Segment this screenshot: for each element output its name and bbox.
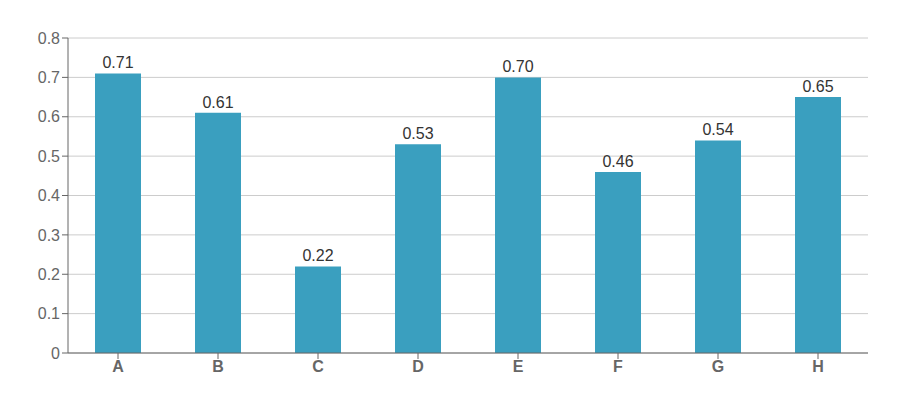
svg-text:A: A [112, 358, 124, 375]
svg-text:D: D [412, 358, 424, 375]
svg-text:0.53: 0.53 [402, 125, 433, 142]
svg-text:0.22: 0.22 [302, 247, 333, 264]
svg-text:0.8: 0.8 [38, 30, 60, 47]
svg-text:G: G [712, 358, 724, 375]
svg-text:0.54: 0.54 [702, 121, 733, 138]
svg-text:E: E [513, 358, 524, 375]
svg-text:0.2: 0.2 [38, 266, 60, 283]
svg-text:0.7: 0.7 [38, 69, 60, 86]
svg-text:0.70: 0.70 [502, 58, 533, 75]
svg-text:0.71: 0.71 [102, 54, 133, 71]
svg-text:0: 0 [51, 345, 60, 362]
svg-text:0.3: 0.3 [38, 227, 60, 244]
svg-text:0.4: 0.4 [38, 187, 60, 204]
svg-text:0.65: 0.65 [802, 78, 833, 95]
svg-text:C: C [312, 358, 324, 375]
svg-text:F: F [613, 358, 623, 375]
svg-text:0.46: 0.46 [602, 153, 633, 170]
svg-text:0.6: 0.6 [38, 108, 60, 125]
svg-text:0.61: 0.61 [202, 94, 233, 111]
svg-text:0.5: 0.5 [38, 148, 60, 165]
svg-text:0.1: 0.1 [38, 305, 60, 322]
svg-text:B: B [212, 358, 224, 375]
svg-text:H: H [812, 358, 824, 375]
